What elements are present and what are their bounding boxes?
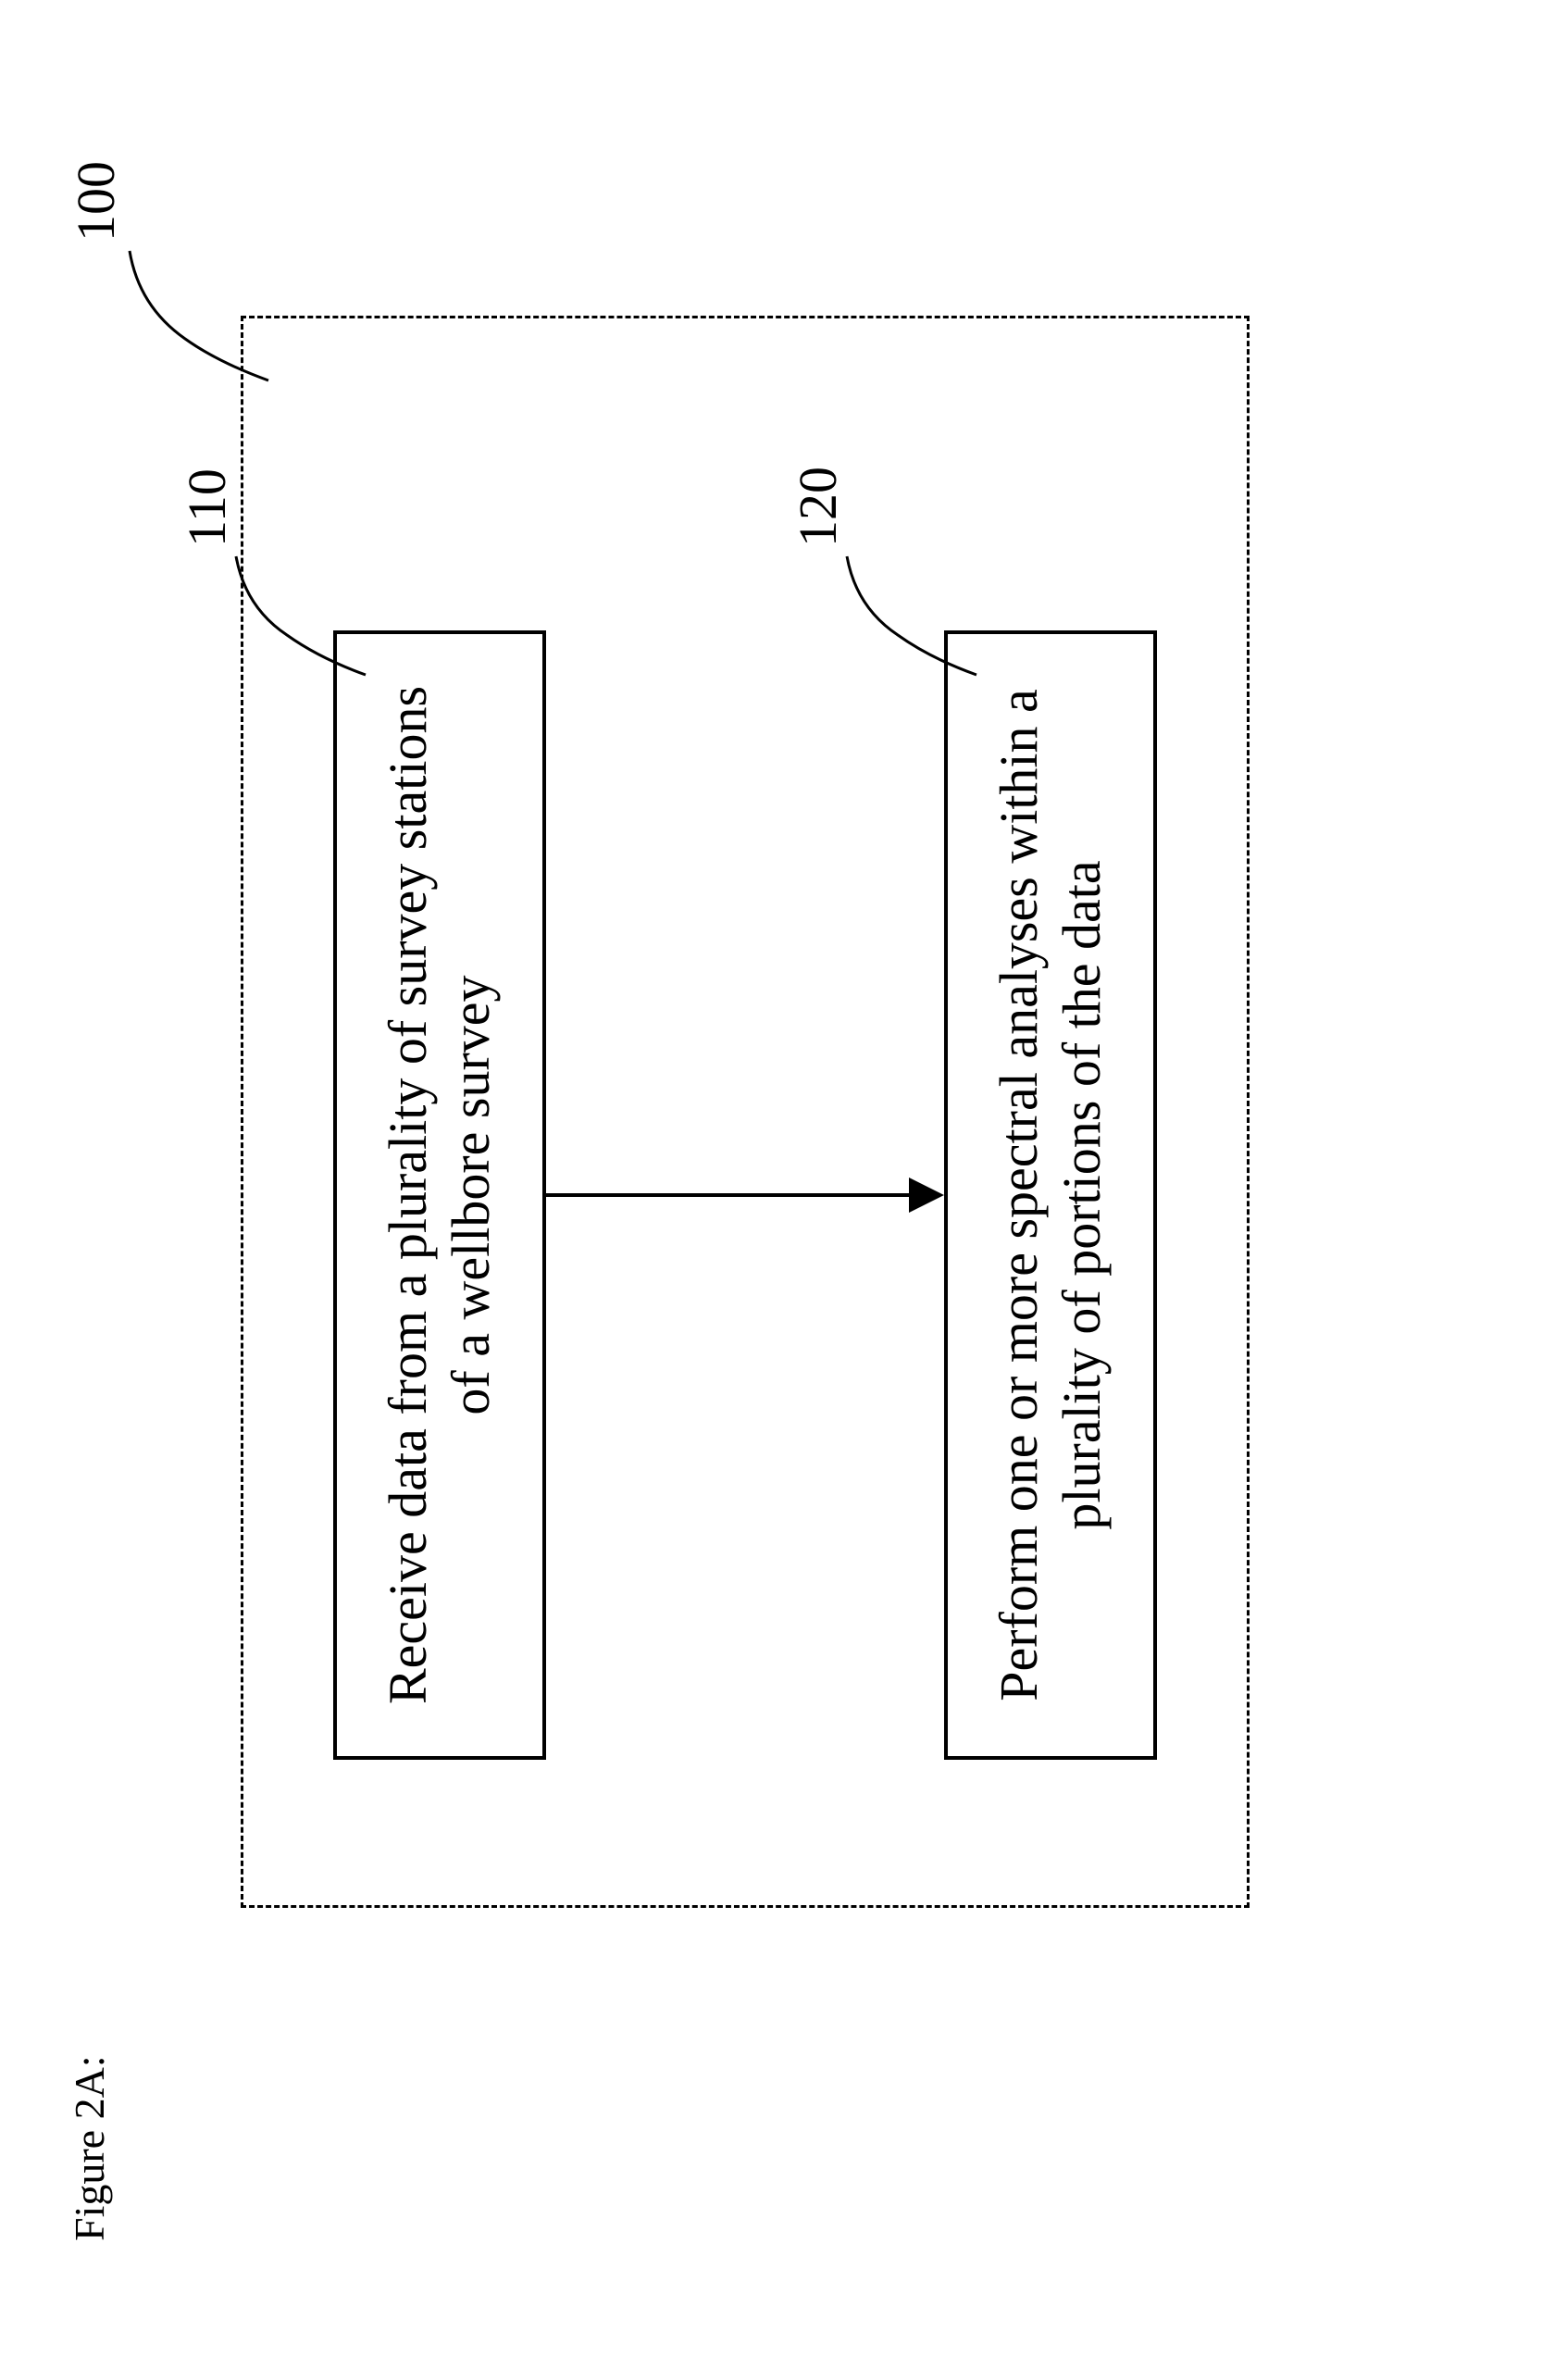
leader-100-icon: [111, 186, 296, 390]
ref-100: 100: [65, 161, 127, 242]
arrow-head-down-icon: [909, 1178, 944, 1213]
figure-canvas: Figure 2A: Receive data from a plurality…: [0, 0, 1567, 2380]
ref-120: 120: [787, 467, 849, 547]
arrow-stem: [546, 1193, 909, 1197]
step-110-text: Receive data from a plurality of survey …: [377, 662, 504, 1728]
ref-110: 110: [176, 468, 238, 547]
step-120-text: Perform one or more spectral analyses wi…: [988, 662, 1114, 1728]
page: Figure 2A: Receive data from a plurality…: [0, 0, 1567, 2380]
leader-110-icon: [222, 501, 389, 686]
step-box-120: Perform one or more spectral analyses wi…: [944, 630, 1157, 1760]
figure-caption: Figure 2A:: [65, 2055, 114, 2241]
step-box-110: Receive data from a plurality of survey …: [333, 630, 546, 1760]
leader-120-icon: [833, 501, 1000, 686]
